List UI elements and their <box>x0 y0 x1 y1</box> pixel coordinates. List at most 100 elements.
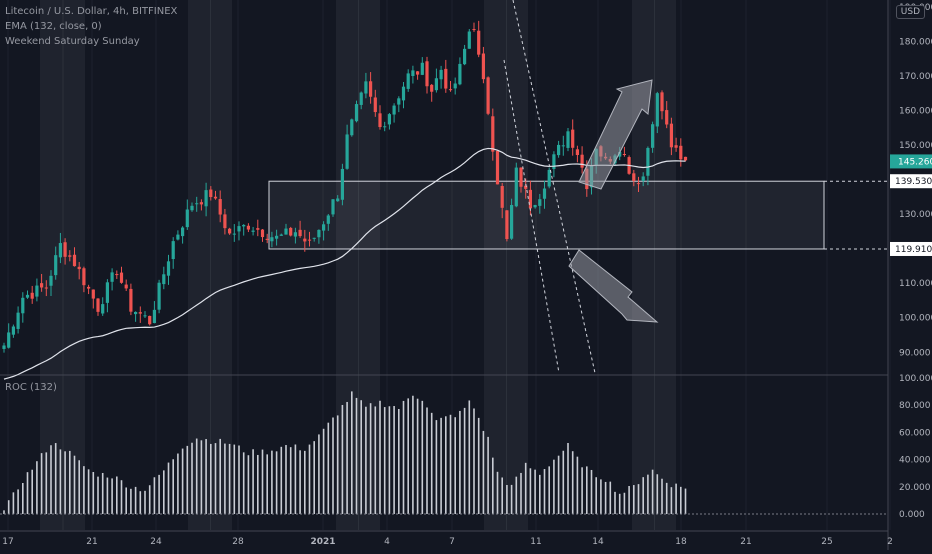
candle-up[interactable] <box>185 209 189 228</box>
candle-down[interactable] <box>524 185 528 189</box>
candle-down[interactable] <box>96 298 100 312</box>
candle-down[interactable] <box>129 288 133 312</box>
candle-down[interactable] <box>63 242 67 257</box>
candle-down[interactable] <box>218 199 222 215</box>
candle-down[interactable] <box>665 110 669 125</box>
candle-up[interactable] <box>406 73 410 89</box>
candle-down[interactable] <box>265 238 269 240</box>
candle-up[interactable] <box>552 154 556 169</box>
candle-down[interactable] <box>77 266 81 270</box>
candle-up[interactable] <box>646 147 650 176</box>
candle-up[interactable] <box>284 228 288 235</box>
candle-down[interactable] <box>425 61 429 87</box>
candle-up[interactable] <box>401 86 406 101</box>
candle-down[interactable] <box>632 173 636 181</box>
candle-down[interactable] <box>298 229 302 237</box>
candle-up[interactable] <box>542 188 547 199</box>
candle-up[interactable] <box>331 199 335 215</box>
candle-up[interactable] <box>317 229 321 238</box>
up-arrow[interactable] <box>578 79 653 190</box>
candle-up[interactable] <box>110 272 114 282</box>
candle-up[interactable] <box>326 215 330 224</box>
candle-down[interactable] <box>683 156 688 161</box>
candle-down[interactable] <box>307 239 312 241</box>
candle-up[interactable] <box>21 297 25 314</box>
candle-down[interactable] <box>68 255 72 257</box>
candle-down[interactable] <box>679 145 683 160</box>
candle-down[interactable] <box>138 312 142 314</box>
roc-legend[interactable]: ROC (132) <box>5 382 57 393</box>
candle-down[interactable] <box>519 167 523 187</box>
candle-up[interactable] <box>105 282 109 303</box>
candle-up[interactable] <box>242 224 246 227</box>
candle-down[interactable] <box>119 272 124 283</box>
candle-down[interactable] <box>115 274 119 276</box>
candle-up[interactable] <box>152 309 156 324</box>
candle-up[interactable] <box>101 304 105 314</box>
candle-up[interactable] <box>453 83 457 89</box>
candle-down[interactable] <box>124 284 128 289</box>
candle-up[interactable] <box>397 98 401 105</box>
candle-up[interactable] <box>195 203 199 205</box>
candle-down[interactable] <box>44 287 48 289</box>
candle-up[interactable] <box>340 168 344 200</box>
candle-up[interactable] <box>312 237 316 239</box>
candle-up[interactable] <box>204 190 208 207</box>
candle-up[interactable] <box>181 227 185 237</box>
candle-up[interactable] <box>16 312 20 329</box>
trend-line[interactable] <box>503 59 560 374</box>
candle-up[interactable] <box>359 92 363 105</box>
ema-line[interactable] <box>3 147 686 380</box>
candle-up[interactable] <box>411 70 415 77</box>
candle-up[interactable] <box>547 169 551 187</box>
candle-down[interactable] <box>213 196 218 199</box>
candle-up[interactable] <box>383 126 387 128</box>
candle-down[interactable] <box>369 81 373 97</box>
candle-down[interactable] <box>289 227 293 236</box>
candle-up[interactable] <box>275 235 279 239</box>
candle-up[interactable] <box>439 69 443 80</box>
candle-down[interactable] <box>256 228 260 230</box>
candle-up[interactable] <box>538 199 542 206</box>
candle-down[interactable] <box>500 186 504 208</box>
candle-down[interactable] <box>528 189 532 209</box>
candle-up[interactable] <box>251 230 255 232</box>
candle-down[interactable] <box>636 183 641 185</box>
candle-up[interactable] <box>293 232 297 237</box>
candle-down[interactable] <box>571 129 575 148</box>
candle-up[interactable] <box>392 105 396 115</box>
candle-down[interactable] <box>148 315 152 325</box>
candle-down[interactable] <box>575 149 579 156</box>
candle-down[interactable] <box>495 150 500 185</box>
candle-down[interactable] <box>580 154 584 168</box>
candle-up[interactable] <box>533 204 537 208</box>
currency-button[interactable]: USD <box>895 5 925 19</box>
candle-down[interactable] <box>430 84 434 92</box>
candle-down[interactable] <box>444 68 448 89</box>
candle-up[interactable] <box>176 234 180 240</box>
candle-up[interactable] <box>345 134 349 169</box>
candle-up[interactable] <box>143 315 147 317</box>
candle-down[interactable] <box>477 30 481 55</box>
candle-down[interactable] <box>260 229 265 238</box>
candle-up[interactable] <box>434 78 438 91</box>
candle-down[interactable] <box>674 145 678 148</box>
candle-down[interactable] <box>491 116 495 152</box>
down-arrow[interactable] <box>568 249 659 323</box>
candle-down[interactable] <box>373 97 377 113</box>
candle-up[interactable] <box>387 114 391 125</box>
candle-up[interactable] <box>557 144 561 156</box>
weekend-legend[interactable]: Weekend Saturday Sunday <box>5 36 140 47</box>
candle-up[interactable] <box>49 275 53 286</box>
candle-up[interactable] <box>7 332 11 348</box>
candle-up[interactable] <box>458 63 462 85</box>
ema-legend[interactable]: EMA (132, close, 0) <box>5 21 102 32</box>
candle-down[interactable] <box>660 92 664 112</box>
candle-up[interactable] <box>190 205 194 211</box>
candle-up[interactable] <box>354 104 359 122</box>
candle-up[interactable] <box>651 124 655 148</box>
candle-down[interactable] <box>209 189 213 198</box>
candle-up[interactable] <box>2 345 6 349</box>
